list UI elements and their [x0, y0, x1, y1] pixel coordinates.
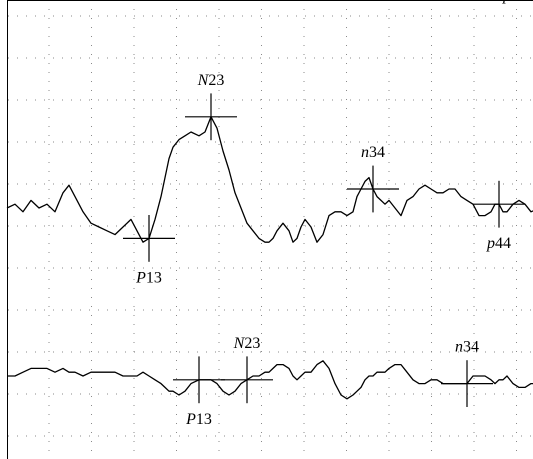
peak-label: P13 — [135, 269, 162, 286]
dotted-grid — [8, 0, 533, 459]
peak-label: p44 — [486, 235, 511, 252]
peak-label: p44 — [502, 0, 527, 4]
peak-label: P13 — [185, 411, 212, 428]
trace-1 — [6, 116, 533, 243]
peak-label: n34 — [455, 339, 479, 356]
peak-label: N23 — [233, 335, 261, 352]
traces — [6, 116, 533, 400]
peak-markers: P13 N23 n34 p44 P13 N23 n34 p44 — [123, 0, 533, 428]
peak-label: N23 — [197, 72, 225, 89]
peak-label: n34 — [361, 144, 385, 161]
